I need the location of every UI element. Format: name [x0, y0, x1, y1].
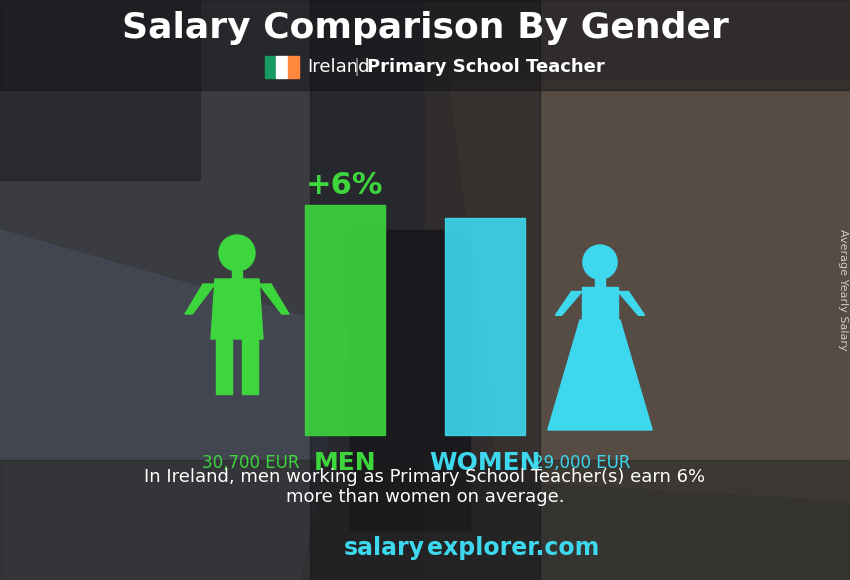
Bar: [232, 271, 242, 279]
Text: Salary Comparison By Gender: Salary Comparison By Gender: [122, 11, 728, 45]
Polygon shape: [0, 230, 350, 580]
Bar: [595, 279, 604, 287]
Circle shape: [219, 235, 255, 271]
Polygon shape: [555, 292, 582, 316]
Bar: [276, 56, 287, 78]
Bar: [265, 56, 276, 78]
Bar: [242, 339, 258, 394]
Polygon shape: [185, 284, 215, 314]
Bar: [0, 0, 425, 580]
Bar: [0, 460, 850, 580]
Text: Primary School Teacher: Primary School Teacher: [367, 58, 604, 76]
Text: explorer.com: explorer.com: [427, 536, 599, 560]
Text: salary: salary: [344, 536, 425, 560]
Text: WOMEN: WOMEN: [429, 451, 541, 475]
Text: Ireland: Ireland: [307, 58, 370, 76]
Bar: [287, 56, 299, 78]
Bar: [0, 0, 850, 90]
Text: more than women on average.: more than women on average.: [286, 488, 564, 506]
Bar: [310, 0, 540, 580]
Bar: [216, 339, 232, 394]
Bar: [305, 205, 385, 435]
Text: In Ireland, men working as Primary School Teacher(s) earn 6%: In Ireland, men working as Primary Schoo…: [144, 468, 705, 486]
Text: Average Yearly Salary: Average Yearly Salary: [838, 229, 848, 351]
Bar: [0, 0, 200, 180]
Bar: [425, 0, 850, 580]
Bar: [582, 287, 618, 320]
Text: MEN: MEN: [314, 451, 377, 475]
Polygon shape: [618, 292, 644, 316]
Bar: [350, 230, 470, 530]
Text: 29,000 EUR: 29,000 EUR: [533, 454, 631, 472]
Circle shape: [583, 245, 617, 279]
Text: 30,700 EUR: 30,700 EUR: [202, 454, 300, 472]
Text: |: |: [354, 58, 360, 76]
Polygon shape: [547, 320, 652, 430]
Text: +6%: +6%: [306, 171, 383, 200]
Polygon shape: [259, 284, 289, 314]
Polygon shape: [450, 80, 850, 500]
Bar: [445, 218, 525, 435]
Polygon shape: [211, 279, 263, 339]
